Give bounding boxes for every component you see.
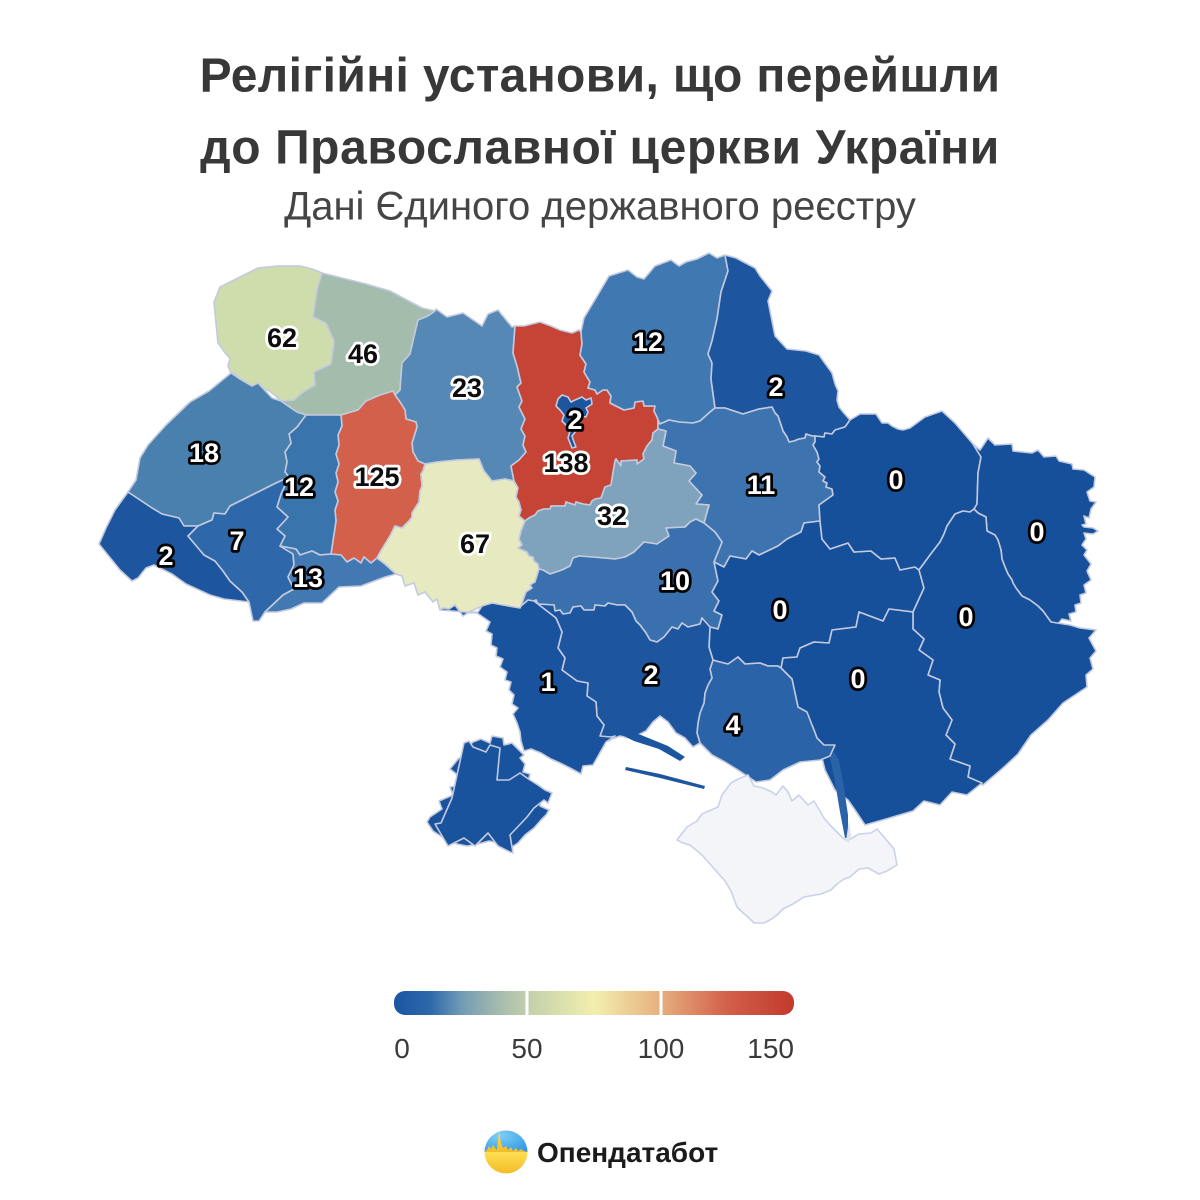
svg-text:11: 11	[747, 470, 776, 500]
svg-text:125: 125	[354, 462, 399, 492]
svg-text:0: 0	[888, 465, 903, 495]
svg-text:0: 0	[772, 595, 787, 625]
svg-text:10: 10	[660, 566, 690, 596]
svg-text:62: 62	[267, 323, 297, 353]
svg-text:150: 150	[747, 1033, 794, 1064]
svg-text:12: 12	[633, 327, 663, 357]
svg-text:0: 0	[1029, 517, 1044, 547]
svg-text:2: 2	[567, 405, 582, 435]
svg-text:32: 32	[597, 501, 627, 531]
svg-text:13: 13	[293, 563, 323, 593]
svg-text:2: 2	[643, 660, 658, 690]
svg-text:0: 0	[850, 664, 865, 694]
svg-text:1: 1	[540, 667, 555, 697]
svg-text:46: 46	[348, 339, 378, 369]
svg-text:138: 138	[543, 448, 588, 478]
svg-text:7: 7	[229, 526, 244, 556]
svg-text:2: 2	[158, 541, 173, 571]
svg-text:23: 23	[452, 373, 482, 403]
svg-text:2: 2	[768, 372, 783, 402]
svg-text:0: 0	[394, 1033, 410, 1064]
svg-text:67: 67	[460, 529, 490, 559]
svg-text:12: 12	[284, 472, 314, 502]
svg-text:100: 100	[638, 1033, 685, 1064]
svg-text:4: 4	[725, 710, 740, 740]
svg-text:Дані Єдиного державного реєстр: Дані Єдиного державного реєстру	[284, 185, 916, 229]
svg-text:18: 18	[189, 438, 219, 468]
svg-text:до Православної церкви України: до Православної церкви України	[200, 122, 1000, 175]
svg-text:50: 50	[511, 1033, 542, 1064]
svg-text:0: 0	[958, 602, 973, 632]
svg-text:Опендатабот: Опендатабот	[537, 1137, 718, 1168]
svg-text:Релігійні установи, що перейшл: Релігійні установи, що перейшли	[200, 50, 1001, 103]
